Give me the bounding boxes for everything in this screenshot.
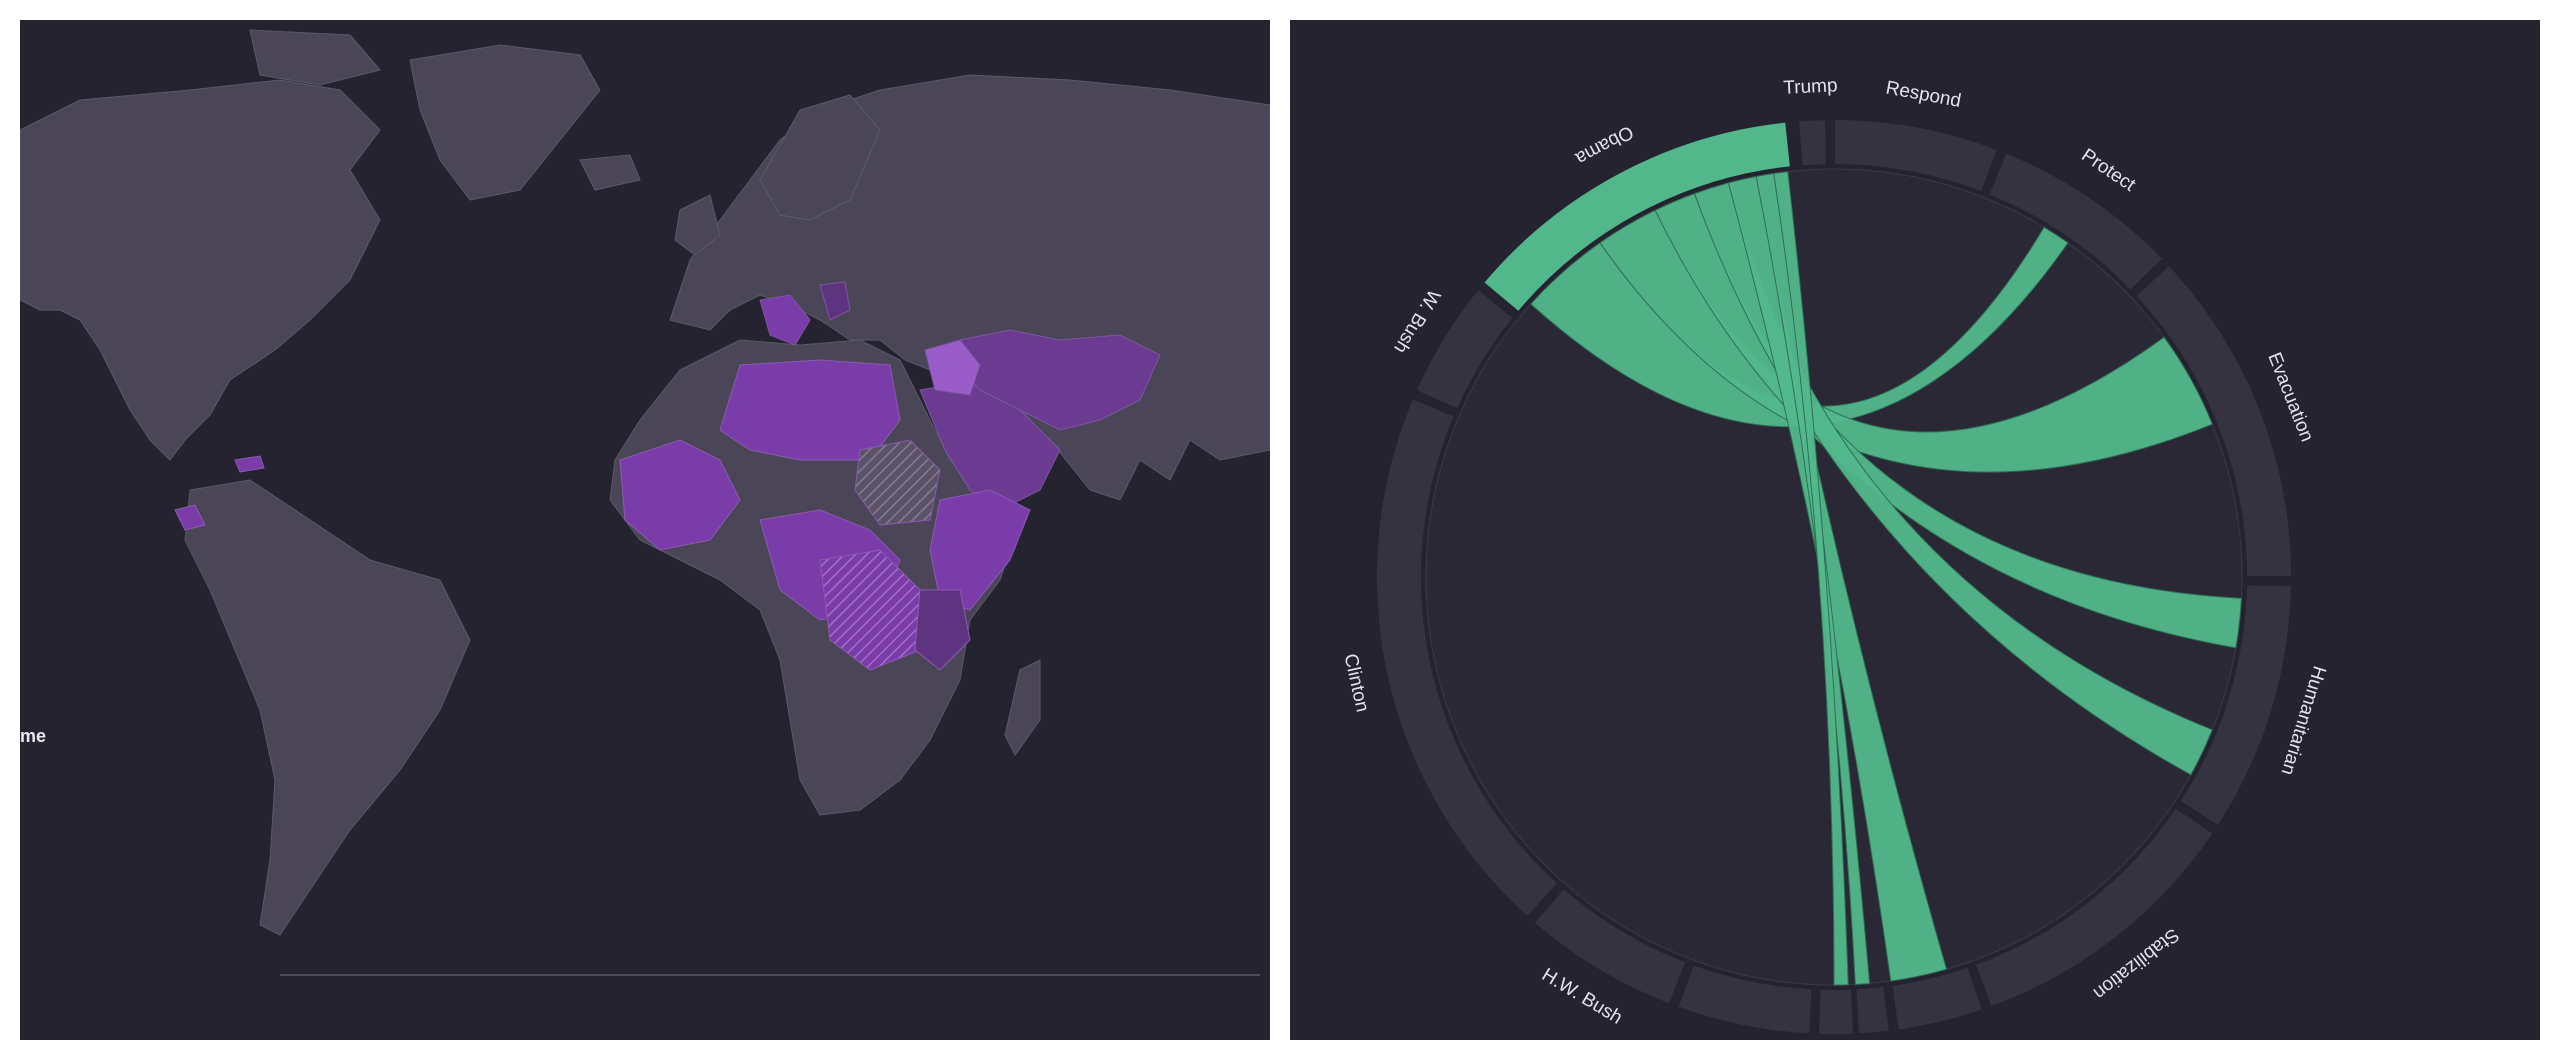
region-scandinavia	[759, 94, 881, 221]
region-south-sudan	[914, 589, 971, 671]
region-madagascar	[1004, 659, 1041, 756]
chord-group-arc-obama-13[interactable]	[1481, 120, 1793, 314]
chord-group-arc-stabilization-5[interactable]	[1973, 805, 2216, 1009]
chord-group-arc-adv-6[interactable]	[1890, 965, 1985, 1032]
chord-label-clinton: Clinton	[1339, 652, 1372, 714]
world-map: me	[20, 29, 1270, 976]
continent-south-america	[184, 479, 471, 936]
chord-label-humanitarian: Humanitarian	[2276, 663, 2329, 777]
chord-group-arc-ran-9[interactable]	[1676, 962, 1814, 1036]
chord-label-w-bush: W. Bush	[1389, 286, 1444, 357]
continent-greenland	[409, 44, 601, 201]
chord-group-arc-evacuation-3[interactable]	[2133, 263, 2294, 578]
region-sudan	[854, 439, 941, 526]
chord-label-protect: Protect	[2077, 145, 2139, 196]
chord-group-arc-humanitarian-4[interactable]	[2178, 583, 2293, 828]
world-map-panel: me	[20, 20, 1270, 1040]
region-north-africa	[719, 359, 901, 461]
highlight-ribbons	[1530, 171, 2242, 986]
chord-group-arc-h-w-bush-10[interactable]	[1532, 886, 1688, 1006]
region-central-america	[174, 504, 206, 531]
chord-group-arc-trump-0[interactable]	[1796, 118, 1828, 168]
region-west-africa	[619, 439, 741, 551]
chord-group-arc-protect-2[interactable]	[1987, 151, 2165, 293]
chord-label-respond: Respond	[1884, 77, 1963, 112]
chord-label-obama: Obama	[1571, 121, 1636, 169]
map-edge-label: me	[20, 726, 46, 746]
chord-label-evacuation: Evacuation	[2263, 350, 2317, 445]
region-uk	[674, 194, 721, 256]
chord-group-arc-w-bush-12[interactable]	[1414, 287, 1516, 411]
chord-label-trump: Trump	[1783, 75, 1838, 99]
chord-group-arc-unlabeled-7[interactable]	[1854, 984, 1891, 1036]
region-iraq-syria	[924, 339, 981, 396]
arctic-islands	[249, 29, 381, 86]
chord-group-arc-unlabeled-8[interactable]	[1816, 987, 1856, 1036]
region-italy	[819, 281, 851, 321]
region-iceland	[579, 154, 641, 191]
region-iran-afghanistan	[959, 329, 1161, 431]
region-caribbean	[234, 455, 265, 473]
continent-north-america	[20, 79, 381, 461]
region-east-africa	[929, 489, 1031, 611]
chord-diagram-panel: Trump Respond Protect Evacuation Humanitaria…	[1290, 20, 2540, 1040]
highlight-ribbon-obama-to-unlabeled-6[interactable]	[1773, 171, 1849, 986]
chord-group-arc-respond-1[interactable]	[1833, 117, 2000, 194]
chord-group-arc-clinton-11[interactable]	[1375, 396, 1560, 919]
region-balkans	[759, 294, 811, 346]
chord-diagram: Trump Respond Protect Evacuation Humanitaria…	[1339, 75, 2329, 1040]
